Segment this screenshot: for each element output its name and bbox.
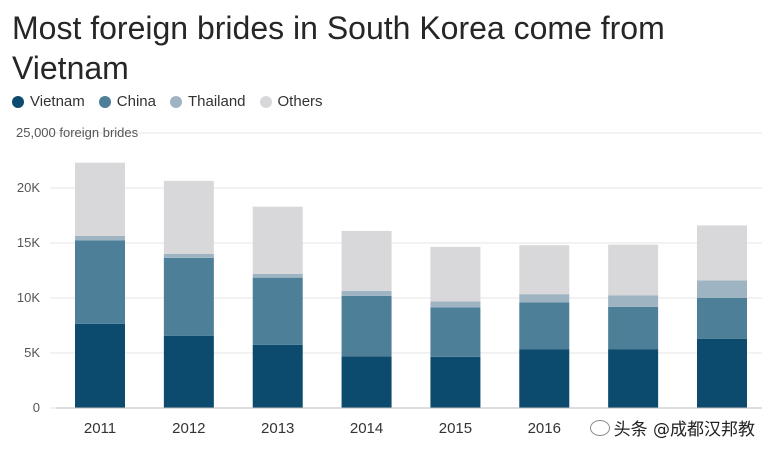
bar-segment-thailand (252, 273, 303, 278)
legend-swatch-china (98, 95, 111, 108)
bar-segment-vietnam (163, 335, 214, 408)
bar-segment-thailand (430, 301, 481, 308)
y-tick-label: 20K (17, 180, 40, 195)
bar-segment-china (252, 277, 303, 345)
bar-segment-others (430, 246, 481, 302)
legend-item-vietnam: Vietnam (12, 93, 85, 110)
x-tick-label: 2015 (439, 420, 472, 437)
bar-segment-others (341, 230, 392, 291)
y-axis-top-label: 25,000 foreign brides (16, 125, 139, 140)
watermark-text: 头条 @成都汉邦教 (613, 420, 755, 440)
y-tick-label: 15K (17, 235, 40, 250)
bar-segment-others (252, 206, 303, 274)
legend-label-vietnam: Vietnam (30, 93, 85, 110)
bar-segment-thailand (75, 235, 125, 241)
bar-segment-others (75, 162, 125, 236)
bar-segment-thailand (608, 295, 659, 307)
y-tick-label: 10K (17, 290, 40, 305)
x-tick-label: 2013 (261, 420, 294, 437)
bar-segment-vietnam (519, 349, 570, 408)
x-tick-label: 2011 (84, 420, 116, 437)
bar-segment-vietnam (608, 349, 659, 408)
bar-segment-china (430, 307, 481, 357)
bar-segment-china (163, 257, 214, 336)
watermark-icon (589, 419, 610, 436)
bar-segment-thailand (519, 294, 570, 303)
bar-segment-vietnam (75, 323, 125, 408)
bar-segment-thailand (341, 290, 392, 296)
bar-segment-others (519, 245, 570, 295)
bar-segment-vietnam (341, 356, 392, 408)
legend-item-thailand: Thailand (169, 93, 246, 110)
bar-segment-china (608, 306, 659, 350)
bar-segment-vietnam (430, 356, 481, 408)
x-tick-label: 2012 (172, 420, 205, 437)
legend-label-china: China (116, 93, 156, 110)
legend-item-china: China (98, 93, 156, 110)
bar-segment-china (697, 298, 747, 339)
legend-label-others: Others (277, 93, 323, 110)
bar-segment-vietnam (252, 344, 303, 408)
bar-segment-others (697, 225, 747, 281)
legend-swatch-others (259, 95, 272, 108)
x-tick-label: 2014 (350, 420, 383, 437)
bar-segment-thailand (697, 280, 747, 298)
x-tick-label: 2016 (528, 420, 561, 437)
bar-segment-china (341, 295, 392, 357)
legend-swatch-vietnam (12, 95, 24, 108)
legend-swatch-thailand (169, 95, 182, 108)
y-tick-label: 0 (33, 400, 40, 415)
bar-segment-others (608, 244, 659, 296)
bar-segment-thailand (163, 254, 214, 258)
bar-segment-vietnam (697, 338, 747, 408)
chart-title: Most foreign brides in South Korea come … (12, 10, 665, 86)
legend-item-others: Others (259, 93, 323, 110)
watermark: 头条 @成都汉邦教 (589, 415, 755, 440)
y-tick-label: 5K (24, 345, 40, 360)
bar-segment-others (163, 180, 214, 254)
bar-segment-china (75, 240, 125, 324)
legend-label-thailand: Thailand (187, 93, 246, 110)
bar-segment-china (519, 302, 570, 350)
legend: Vietnam China Thailand Others (12, 93, 323, 110)
